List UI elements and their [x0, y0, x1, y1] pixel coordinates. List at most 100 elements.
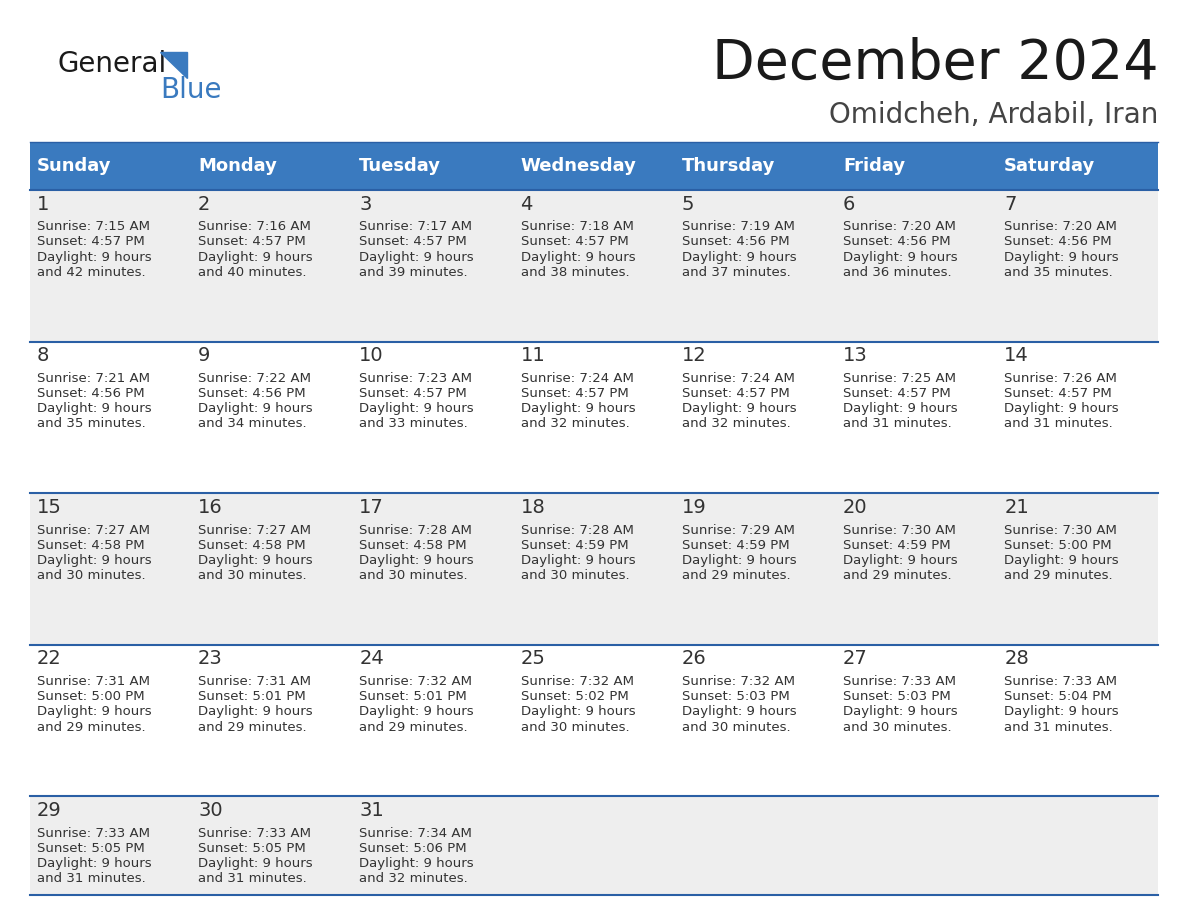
Text: and 31 minutes.: and 31 minutes. — [198, 872, 307, 885]
Text: Sunrise: 7:32 AM: Sunrise: 7:32 AM — [359, 675, 473, 688]
Bar — [352, 142, 513, 190]
Text: 1: 1 — [37, 195, 49, 214]
Text: 26: 26 — [682, 649, 707, 668]
Text: 22: 22 — [37, 649, 62, 668]
Text: Daylight: 9 hours: Daylight: 9 hours — [198, 857, 312, 870]
Text: and 30 minutes.: and 30 minutes. — [520, 569, 630, 582]
Text: and 31 minutes.: and 31 minutes. — [1004, 721, 1113, 733]
Text: Sunrise: 7:15 AM: Sunrise: 7:15 AM — [37, 220, 150, 233]
Text: 20: 20 — [843, 498, 867, 517]
Text: 5: 5 — [682, 195, 694, 214]
Text: Sunset: 5:04 PM: Sunset: 5:04 PM — [1004, 690, 1112, 703]
Text: Sunrise: 7:30 AM: Sunrise: 7:30 AM — [1004, 523, 1117, 536]
Text: Daylight: 9 hours: Daylight: 9 hours — [520, 554, 636, 566]
Text: Daylight: 9 hours: Daylight: 9 hours — [520, 705, 636, 719]
Text: Thursday: Thursday — [682, 157, 775, 175]
Text: 18: 18 — [520, 498, 545, 517]
Text: Sunrise: 7:23 AM: Sunrise: 7:23 AM — [359, 372, 473, 385]
Text: Sunset: 4:57 PM: Sunset: 4:57 PM — [1004, 387, 1112, 400]
Text: Sunrise: 7:31 AM: Sunrise: 7:31 AM — [37, 675, 150, 688]
Bar — [30, 644, 1158, 797]
Text: Sunset: 4:57 PM: Sunset: 4:57 PM — [520, 387, 628, 400]
Text: 7: 7 — [1004, 195, 1017, 214]
Text: and 36 minutes.: and 36 minutes. — [843, 266, 952, 279]
Text: Daylight: 9 hours: Daylight: 9 hours — [843, 402, 958, 415]
Text: 14: 14 — [1004, 346, 1029, 365]
Bar — [30, 142, 191, 190]
Text: Daylight: 9 hours: Daylight: 9 hours — [682, 554, 796, 566]
Text: Daylight: 9 hours: Daylight: 9 hours — [198, 402, 312, 415]
Text: Sunset: 4:58 PM: Sunset: 4:58 PM — [198, 539, 305, 552]
Text: 31: 31 — [359, 801, 384, 820]
Text: 27: 27 — [843, 649, 867, 668]
Text: Sunset: 4:56 PM: Sunset: 4:56 PM — [198, 387, 305, 400]
Text: 29: 29 — [37, 801, 62, 820]
Text: Sunset: 4:56 PM: Sunset: 4:56 PM — [843, 236, 950, 249]
Text: Daylight: 9 hours: Daylight: 9 hours — [359, 857, 474, 870]
Text: Omidcheh, Ardabil, Iran: Omidcheh, Ardabil, Iran — [829, 101, 1158, 129]
Text: 11: 11 — [520, 346, 545, 365]
Text: Sunrise: 7:25 AM: Sunrise: 7:25 AM — [843, 372, 956, 385]
Text: and 35 minutes.: and 35 minutes. — [37, 418, 146, 431]
Text: Daylight: 9 hours: Daylight: 9 hours — [198, 251, 312, 263]
Text: and 30 minutes.: and 30 minutes. — [359, 569, 468, 582]
Text: Sunset: 4:59 PM: Sunset: 4:59 PM — [520, 539, 628, 552]
Text: Sunrise: 7:32 AM: Sunrise: 7:32 AM — [520, 675, 633, 688]
Text: Sunrise: 7:27 AM: Sunrise: 7:27 AM — [37, 523, 150, 536]
Text: and 29 minutes.: and 29 minutes. — [37, 721, 145, 733]
Text: Sunrise: 7:29 AM: Sunrise: 7:29 AM — [682, 523, 795, 536]
Text: 21: 21 — [1004, 498, 1029, 517]
Text: Sunset: 4:56 PM: Sunset: 4:56 PM — [682, 236, 789, 249]
Text: and 32 minutes.: and 32 minutes. — [682, 418, 790, 431]
Text: Sunrise: 7:19 AM: Sunrise: 7:19 AM — [682, 220, 795, 233]
Text: and 35 minutes.: and 35 minutes. — [1004, 266, 1113, 279]
Text: and 30 minutes.: and 30 minutes. — [682, 721, 790, 733]
Text: Daylight: 9 hours: Daylight: 9 hours — [1004, 251, 1119, 263]
Bar — [30, 797, 1158, 895]
Text: Sunset: 4:56 PM: Sunset: 4:56 PM — [1004, 236, 1112, 249]
Text: Sunset: 4:57 PM: Sunset: 4:57 PM — [843, 387, 950, 400]
Text: Daylight: 9 hours: Daylight: 9 hours — [37, 857, 151, 870]
Text: Daylight: 9 hours: Daylight: 9 hours — [198, 705, 312, 719]
Text: Sunset: 5:00 PM: Sunset: 5:00 PM — [37, 690, 145, 703]
Text: and 37 minutes.: and 37 minutes. — [682, 266, 790, 279]
Text: 13: 13 — [843, 346, 867, 365]
Text: and 34 minutes.: and 34 minutes. — [198, 418, 307, 431]
Text: 10: 10 — [359, 346, 384, 365]
Text: Daylight: 9 hours: Daylight: 9 hours — [37, 251, 151, 263]
Text: 2: 2 — [198, 195, 210, 214]
Text: Sunset: 4:57 PM: Sunset: 4:57 PM — [520, 236, 628, 249]
Text: Sunrise: 7:20 AM: Sunrise: 7:20 AM — [1004, 220, 1117, 233]
Text: 12: 12 — [682, 346, 707, 365]
Text: Sunset: 4:57 PM: Sunset: 4:57 PM — [359, 387, 467, 400]
Text: Daylight: 9 hours: Daylight: 9 hours — [37, 705, 151, 719]
Text: 8: 8 — [37, 346, 49, 365]
Text: Sunrise: 7:20 AM: Sunrise: 7:20 AM — [843, 220, 956, 233]
Text: Daylight: 9 hours: Daylight: 9 hours — [359, 251, 474, 263]
Text: Sunset: 5:05 PM: Sunset: 5:05 PM — [37, 842, 145, 855]
Text: and 29 minutes.: and 29 minutes. — [843, 569, 952, 582]
Text: and 42 minutes.: and 42 minutes. — [37, 266, 145, 279]
Text: Sunrise: 7:32 AM: Sunrise: 7:32 AM — [682, 675, 795, 688]
Text: Daylight: 9 hours: Daylight: 9 hours — [359, 402, 474, 415]
Text: Sunrise: 7:24 AM: Sunrise: 7:24 AM — [520, 372, 633, 385]
Text: Daylight: 9 hours: Daylight: 9 hours — [682, 705, 796, 719]
Bar — [30, 493, 1158, 644]
Text: Sunset: 4:57 PM: Sunset: 4:57 PM — [359, 236, 467, 249]
Text: Sunset: 5:05 PM: Sunset: 5:05 PM — [198, 842, 305, 855]
Text: and 32 minutes.: and 32 minutes. — [520, 418, 630, 431]
Text: Sunset: 4:59 PM: Sunset: 4:59 PM — [682, 539, 789, 552]
Text: Sunrise: 7:31 AM: Sunrise: 7:31 AM — [198, 675, 311, 688]
Text: and 33 minutes.: and 33 minutes. — [359, 418, 468, 431]
Text: General: General — [57, 50, 166, 79]
Text: and 29 minutes.: and 29 minutes. — [1004, 569, 1113, 582]
Bar — [191, 142, 352, 190]
Text: Daylight: 9 hours: Daylight: 9 hours — [359, 705, 474, 719]
Text: and 40 minutes.: and 40 minutes. — [198, 266, 307, 279]
Text: Sunrise: 7:33 AM: Sunrise: 7:33 AM — [1004, 675, 1117, 688]
Text: 9: 9 — [198, 346, 210, 365]
Text: and 31 minutes.: and 31 minutes. — [37, 872, 146, 885]
Text: Sunrise: 7:18 AM: Sunrise: 7:18 AM — [520, 220, 633, 233]
Text: Daylight: 9 hours: Daylight: 9 hours — [520, 251, 636, 263]
Text: 23: 23 — [198, 649, 223, 668]
